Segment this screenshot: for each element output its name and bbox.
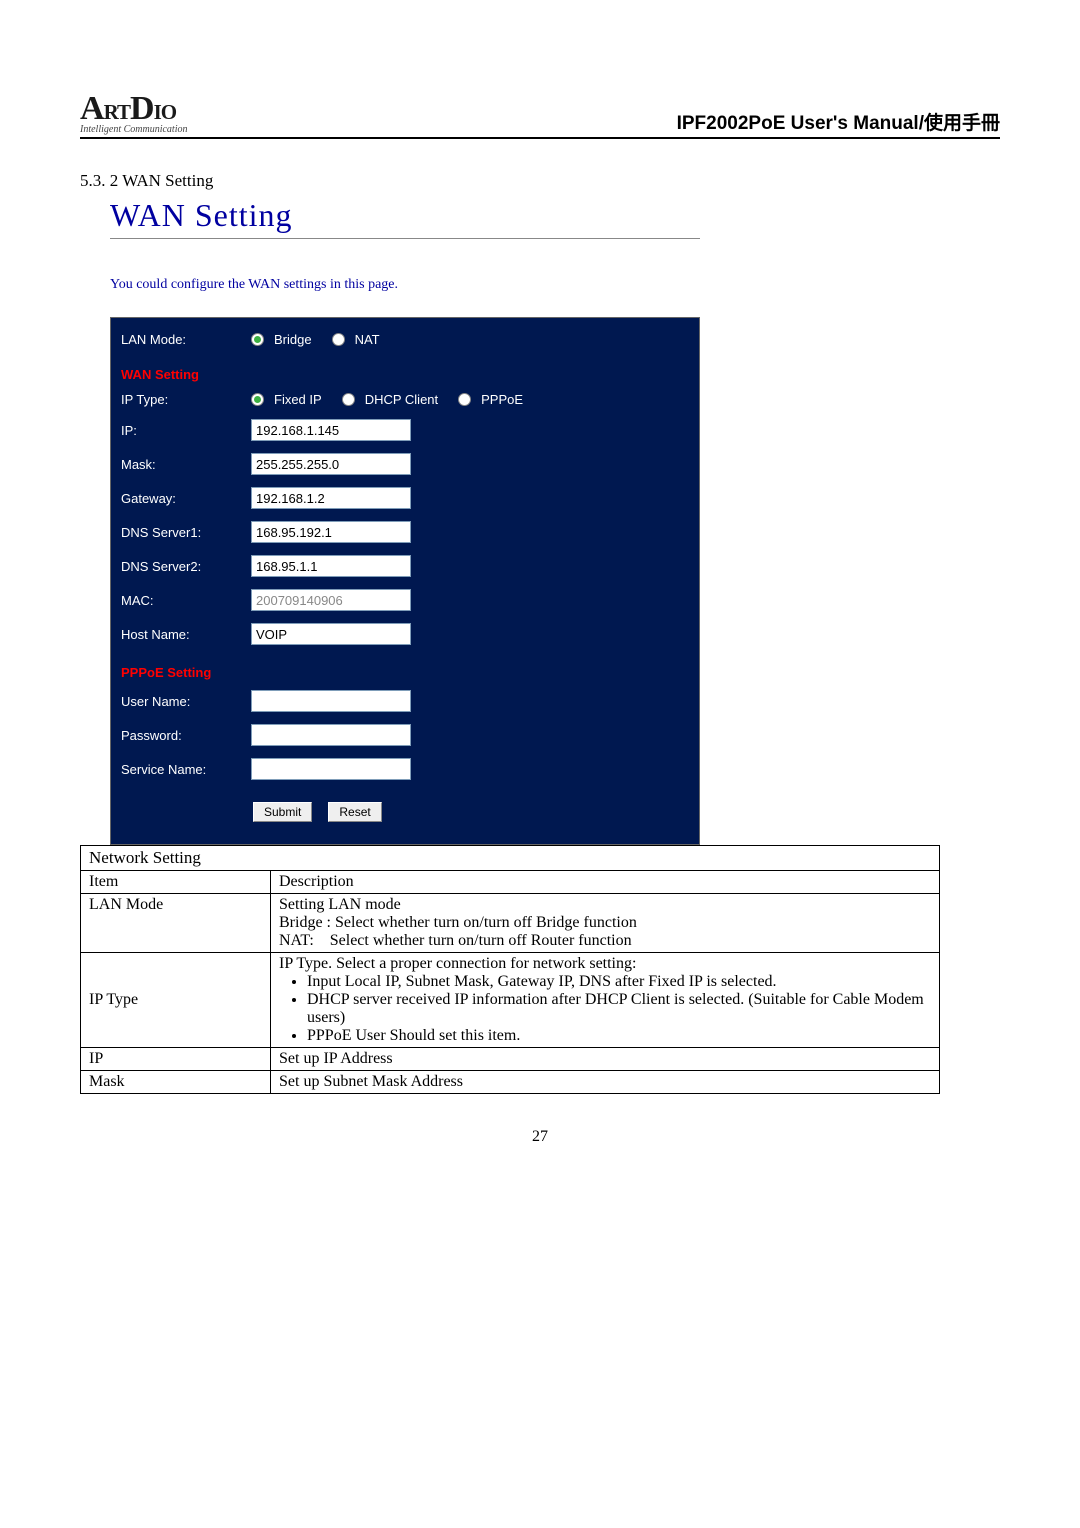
- header-item: Item: [81, 871, 271, 894]
- mask-row: Mask:: [111, 447, 699, 481]
- lan-mode-radio-group: Bridge NAT: [251, 332, 394, 347]
- radio-fixed-ip[interactable]: [251, 393, 264, 406]
- password-row: Password:: [111, 718, 699, 752]
- section-number: 5.3. 2 WAN Setting: [80, 171, 1000, 191]
- title-divider: [110, 238, 700, 239]
- lan-mode-label: LAN Mode:: [121, 332, 251, 347]
- mask-label: Mask:: [121, 457, 251, 472]
- radio-nat[interactable]: [332, 333, 345, 346]
- wan-setting-title: WAN Setting: [110, 197, 1000, 234]
- password-label: Password:: [121, 728, 251, 743]
- lan-mode-desc-line3: NAT: Select whether turn on/turn off Rou…: [279, 932, 931, 950]
- ip-input[interactable]: [251, 419, 411, 441]
- username-input[interactable]: [251, 690, 411, 712]
- lan-mode-desc-line2: Bridge : Select whether turn on/turn off…: [279, 914, 931, 932]
- logo-subtitle: Intelligent Communication: [80, 124, 188, 135]
- reset-button[interactable]: Reset: [328, 802, 381, 822]
- radio-bridge[interactable]: [251, 333, 264, 346]
- radio-pppoe-label: PPPoE: [481, 392, 523, 407]
- host-row: Host Name:: [111, 617, 699, 651]
- radio-dhcp-client-label: DHCP Client: [365, 392, 438, 407]
- ip-item: IP: [81, 1048, 271, 1071]
- button-row: Submit Reset: [111, 786, 699, 826]
- dns1-row: DNS Server1:: [111, 515, 699, 549]
- mask-input[interactable]: [251, 453, 411, 475]
- gateway-row: Gateway:: [111, 481, 699, 515]
- header-desc: Description: [271, 871, 940, 894]
- host-input[interactable]: [251, 623, 411, 645]
- logo: ArtDio Intelligent Communication: [80, 90, 188, 135]
- gateway-input[interactable]: [251, 487, 411, 509]
- service-label: Service Name:: [121, 762, 251, 777]
- ip-type-radio-group: Fixed IP DHCP Client PPPoE: [251, 392, 537, 407]
- username-label: User Name:: [121, 694, 251, 709]
- radio-fixed-ip-label: Fixed IP: [274, 392, 322, 407]
- table-row: LAN Mode Setting LAN mode Bridge : Selec…: [81, 894, 940, 953]
- wan-setting-description: You could configure the WAN settings in …: [110, 277, 1000, 293]
- table-row: IP Set up IP Address: [81, 1048, 940, 1071]
- radio-dhcp-client[interactable]: [342, 393, 355, 406]
- password-input[interactable]: [251, 724, 411, 746]
- dns2-row: DNS Server2:: [111, 549, 699, 583]
- network-setting-table: Network Setting Item Description LAN Mod…: [80, 845, 940, 1094]
- config-panel: LAN Mode: Bridge NAT WAN Setting IP Type…: [110, 317, 700, 845]
- page-number: 27: [80, 1128, 1000, 1146]
- ip-type-desc: IP Type. Select a proper connection for …: [271, 953, 940, 1048]
- ip-type-bullet-2: DHCP server received IP information afte…: [307, 991, 931, 1027]
- username-row: User Name:: [111, 684, 699, 718]
- ip-label: IP:: [121, 423, 251, 438]
- ip-type-item: IP Type: [81, 953, 271, 1048]
- mac-input: [251, 589, 411, 611]
- lan-mode-item: LAN Mode: [81, 894, 271, 953]
- pppoe-setting-section-label: PPPoE Setting: [111, 651, 699, 684]
- manual-title: IPF2002PoE User's Manual/使用手冊: [677, 108, 1000, 135]
- table-row: Mask Set up Subnet Mask Address: [81, 1071, 940, 1094]
- mask-desc: Set up Subnet Mask Address: [271, 1071, 940, 1094]
- lan-mode-row: LAN Mode: Bridge NAT: [111, 326, 699, 353]
- ip-type-desc-line1: IP Type. Select a proper connection for …: [279, 955, 931, 973]
- dns2-label: DNS Server2:: [121, 559, 251, 574]
- service-input[interactable]: [251, 758, 411, 780]
- gateway-label: Gateway:: [121, 491, 251, 506]
- wan-setting-section-label: WAN Setting: [111, 353, 699, 386]
- lan-mode-desc: Setting LAN mode Bridge : Select whether…: [271, 894, 940, 953]
- ip-row: IP:: [111, 413, 699, 447]
- submit-button[interactable]: Submit: [253, 802, 312, 822]
- ip-type-bullet-3: PPPoE User Should set this item.: [307, 1027, 931, 1045]
- table-caption: Network Setting: [81, 846, 940, 871]
- service-row: Service Name:: [111, 752, 699, 786]
- ip-desc: Set up IP Address: [271, 1048, 940, 1071]
- dns1-label: DNS Server1:: [121, 525, 251, 540]
- mac-label: MAC:: [121, 593, 251, 608]
- table-row: Network Setting: [81, 846, 940, 871]
- page-header: ArtDio Intelligent Communication IPF2002…: [80, 90, 1000, 139]
- radio-pppoe[interactable]: [458, 393, 471, 406]
- lan-mode-desc-line1: Setting LAN mode: [279, 896, 931, 914]
- logo-text: ArtDio: [80, 90, 188, 128]
- host-label: Host Name:: [121, 627, 251, 642]
- mask-item: Mask: [81, 1071, 271, 1094]
- table-row: Item Description: [81, 871, 940, 894]
- ip-type-bullet-1: Input Local IP, Subnet Mask, Gateway IP,…: [307, 973, 931, 991]
- dns1-input[interactable]: [251, 521, 411, 543]
- dns2-input[interactable]: [251, 555, 411, 577]
- mac-row: MAC:: [111, 583, 699, 617]
- radio-bridge-label: Bridge: [274, 332, 312, 347]
- ip-type-label: IP Type:: [121, 392, 251, 407]
- table-row: IP Type IP Type. Select a proper connect…: [81, 953, 940, 1048]
- radio-nat-label: NAT: [355, 332, 380, 347]
- ip-type-row: IP Type: Fixed IP DHCP Client PPPoE: [111, 386, 699, 413]
